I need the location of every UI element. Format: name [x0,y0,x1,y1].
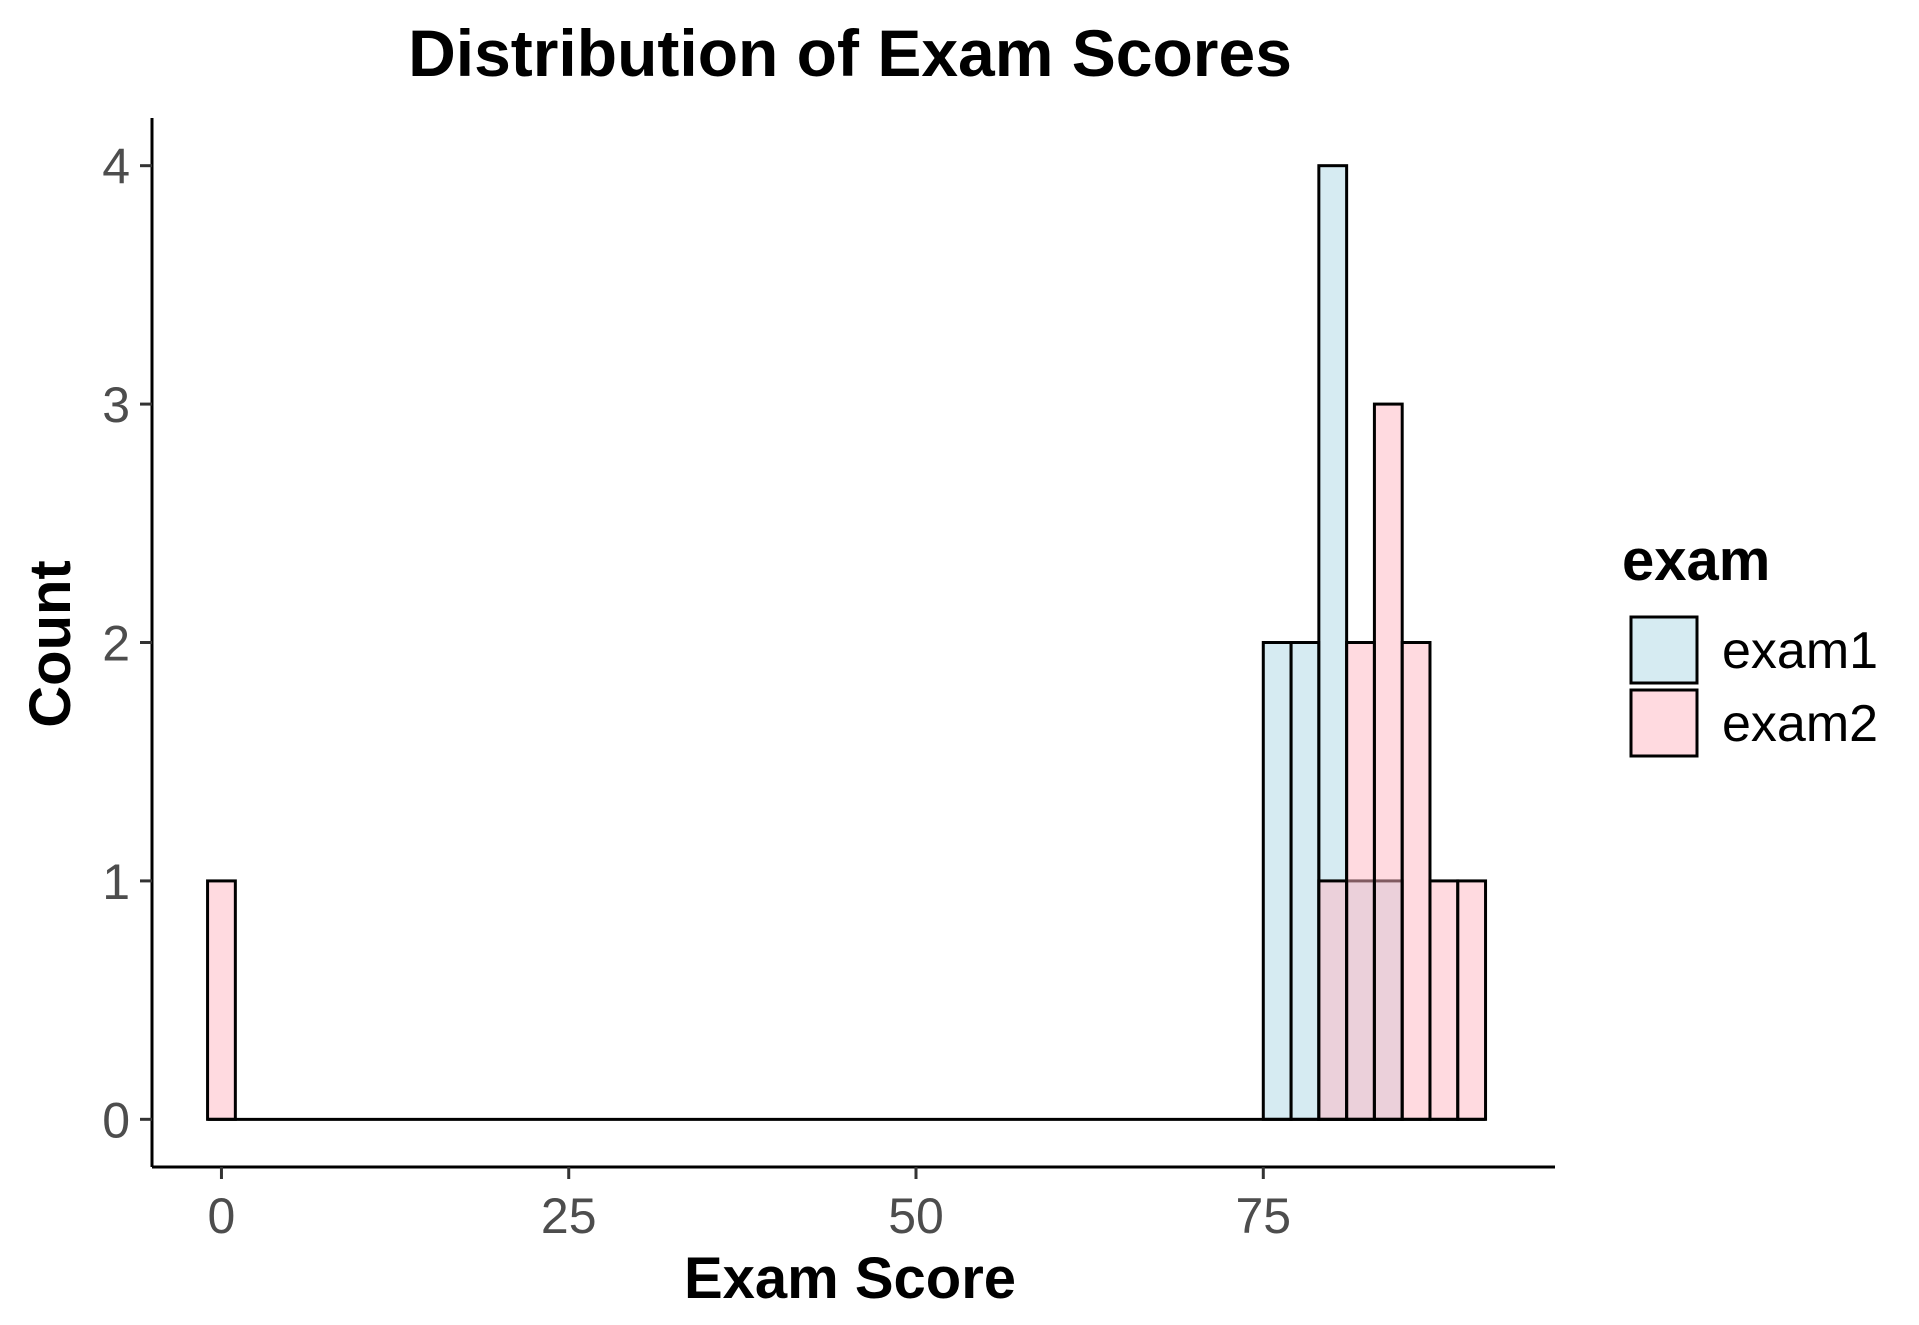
bar-exam2-90 [1456,879,1488,1121]
y-tick-label: 0 [102,1092,130,1148]
legend-label-exam1: exam1 [1722,622,1878,680]
x-tick-label: 0 [208,1188,236,1244]
chart-title: Distribution of Exam Scores [408,16,1292,90]
x-ticks: 0 25 50 75 [208,1167,1291,1244]
y-axis: 0 1 2 3 4 [102,118,154,1167]
y-axis-title: Count [18,560,83,728]
y-tick-label: 1 [102,854,130,910]
bar-exam2-84 [1372,402,1404,1121]
bar-exam1-76 [1261,641,1293,1121]
bar-exam2-88 [1428,879,1460,1121]
bar-exam2-82 [1345,641,1376,1121]
y-tick-label: 2 [102,616,130,672]
legend-swatch-exam1 [1629,615,1699,685]
legend-entries: exam1 exam2 [1629,615,1878,758]
x-tick-label: 75 [1235,1188,1291,1244]
y-ticks: 0 1 2 3 4 [102,139,152,1148]
histogram-bars [206,164,1488,1121]
legend-label-exam2: exam2 [1722,695,1878,753]
x-axis-title: Exam Score [684,1246,1016,1311]
legend: exam exam1 exam2 [1622,528,1878,758]
y-tick-label: 4 [102,139,130,195]
plot-area [206,164,1488,1121]
x-axis: 0 25 50 75 [152,1165,1555,1244]
bar-exam2-86 [1400,641,1432,1121]
legend-swatch-exam2 [1629,688,1699,758]
bar-exam1-78 [1289,641,1321,1121]
y-tick-label: 3 [102,377,130,433]
bar-exam2-80 [1317,879,1349,1121]
legend-title: exam [1622,528,1770,593]
bar-exam2-0 [206,879,237,1121]
x-tick-label: 50 [888,1188,944,1244]
x-tick-label: 25 [541,1188,597,1244]
